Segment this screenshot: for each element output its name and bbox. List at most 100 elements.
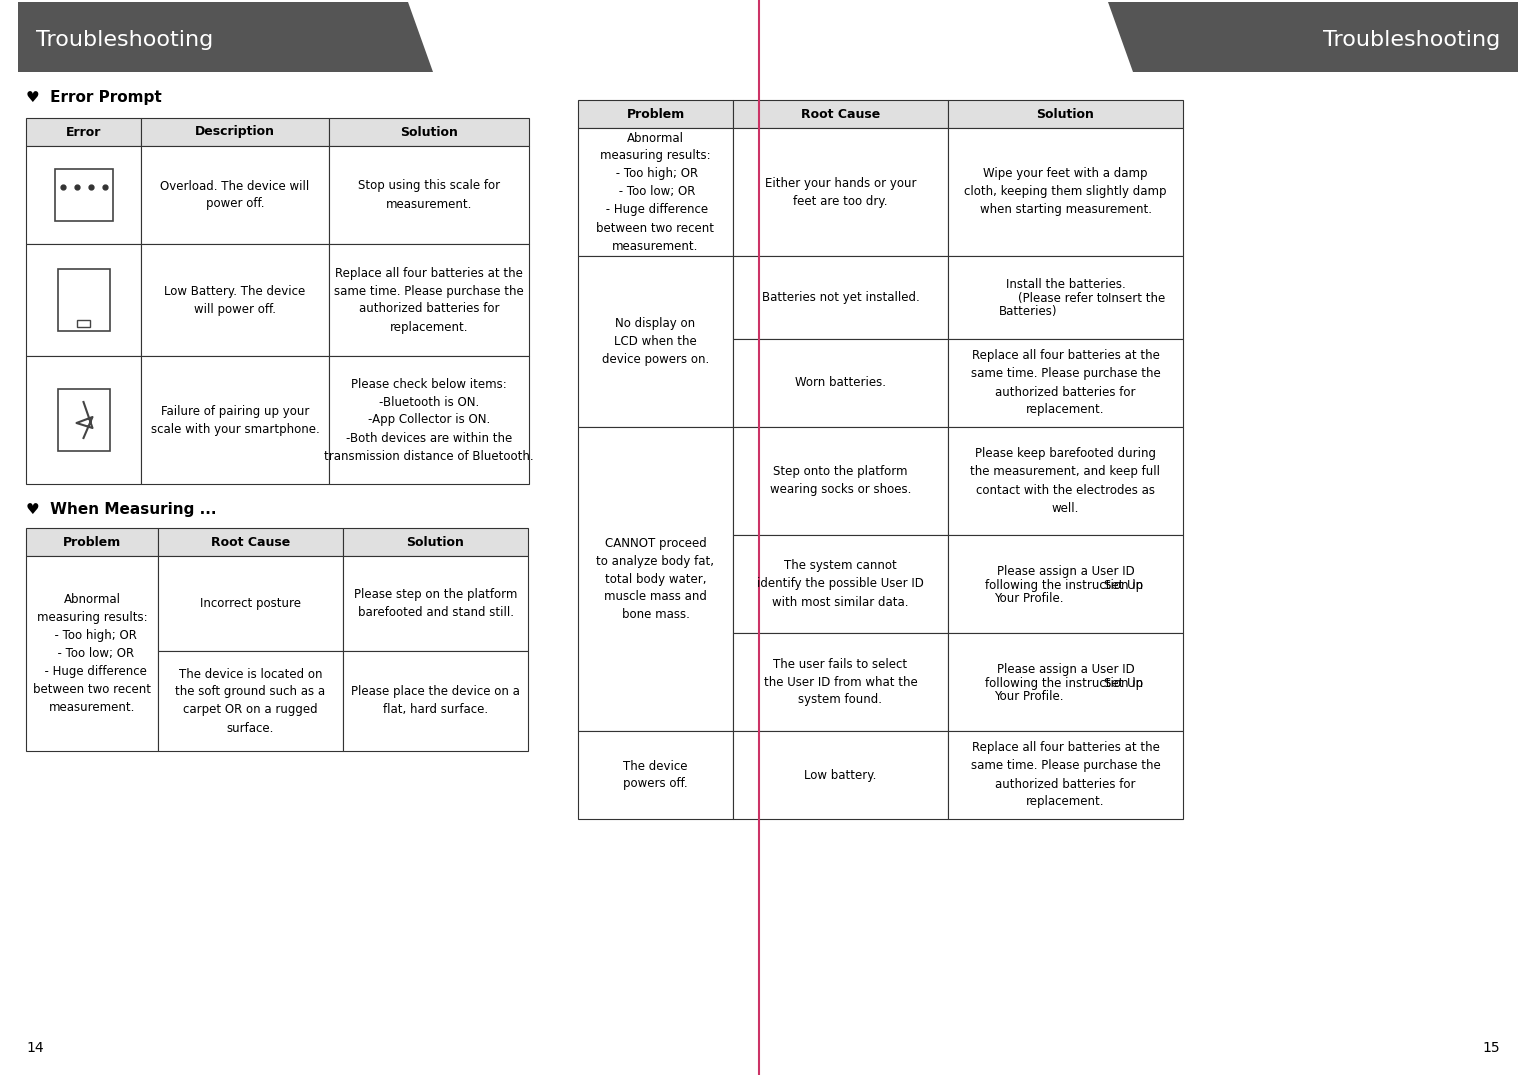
Text: The device
powers off.: The device powers off. — [624, 760, 688, 790]
Text: Please step on the platform
barefooted and stand still.: Please step on the platform barefooted a… — [354, 588, 518, 619]
Text: Solution: Solution — [1037, 108, 1094, 120]
Text: Solution: Solution — [401, 126, 458, 139]
Bar — [343, 556, 528, 651]
Bar — [733, 256, 949, 339]
Bar — [158, 651, 343, 751]
Text: Your Profile.: Your Profile. — [994, 592, 1063, 605]
Text: Failure of pairing up your
scale with your smartphone.: Failure of pairing up your scale with yo… — [150, 404, 319, 435]
Bar — [141, 356, 329, 484]
Bar — [733, 731, 949, 819]
Text: Problem: Problem — [62, 535, 121, 548]
Text: Root Cause: Root Cause — [211, 535, 290, 548]
Bar — [949, 427, 1183, 535]
Bar — [26, 146, 141, 244]
Text: Please assign a User ID: Please assign a User ID — [997, 564, 1134, 577]
Bar — [26, 556, 158, 751]
Text: Troubleshooting: Troubleshooting — [1322, 30, 1500, 51]
Bar — [26, 244, 141, 356]
Text: Replace all four batteries at the
same time. Please purchase the
authorized batt: Replace all four batteries at the same t… — [970, 742, 1160, 808]
Text: Wipe your feet with a damp
cloth, keeping them slightly damp
when starting measu: Wipe your feet with a damp cloth, keepin… — [964, 168, 1167, 216]
Bar — [949, 339, 1183, 427]
Text: Step onto the platform
wearing socks or shoes.: Step onto the platform wearing socks or … — [770, 465, 911, 497]
Text: Low battery.: Low battery. — [805, 769, 877, 782]
Bar — [578, 256, 733, 427]
Text: Please assign a User ID: Please assign a User ID — [997, 662, 1134, 675]
Bar — [733, 128, 949, 256]
Bar — [578, 427, 733, 731]
Bar — [329, 356, 528, 484]
Text: Overload. The device will
power off.: Overload. The device will power off. — [161, 180, 310, 211]
Bar — [141, 146, 329, 244]
Polygon shape — [1108, 2, 1518, 72]
Bar — [733, 100, 949, 128]
Bar — [733, 535, 949, 633]
Text: Either your hands or your
feet are too dry.: Either your hands or your feet are too d… — [765, 176, 917, 207]
Bar — [578, 128, 733, 256]
Text: Stop using this scale for
measurement.: Stop using this scale for measurement. — [358, 180, 499, 211]
Text: Insert the: Insert the — [1108, 292, 1164, 305]
Bar — [578, 100, 733, 128]
Text: Replace all four batteries at the
same time. Please purchase the
authorized batt: Replace all four batteries at the same t… — [970, 349, 1160, 416]
Bar — [733, 427, 949, 535]
Bar — [329, 118, 528, 146]
Bar — [55, 169, 112, 221]
Text: Description: Description — [194, 126, 275, 139]
Text: 15: 15 — [1483, 1041, 1500, 1055]
Bar — [158, 556, 343, 651]
Text: Root Cause: Root Cause — [802, 108, 880, 120]
Bar — [58, 389, 109, 452]
Text: 14: 14 — [26, 1041, 44, 1055]
Text: The device is located on
the soft ground such as a
carpet OR on a rugged
surface: The device is located on the soft ground… — [176, 668, 325, 734]
Text: ♥  Error Prompt: ♥ Error Prompt — [26, 90, 162, 105]
Text: No display on
LCD when the
device powers on.: No display on LCD when the device powers… — [601, 317, 709, 366]
Bar — [949, 535, 1183, 633]
Bar — [26, 118, 141, 146]
Text: Solution: Solution — [407, 535, 465, 548]
Text: Please keep barefooted during
the measurement, and keep full
contact with the el: Please keep barefooted during the measur… — [970, 447, 1160, 515]
Bar — [329, 146, 528, 244]
Text: Please place the device on a
flat, hard surface.: Please place the device on a flat, hard … — [351, 686, 521, 717]
Bar — [26, 528, 158, 556]
Bar — [158, 528, 343, 556]
Bar — [343, 528, 528, 556]
Text: Batteries not yet installed.: Batteries not yet installed. — [762, 291, 920, 304]
Text: following the instruction in: following the instruction in — [985, 578, 1146, 591]
Text: Worn batteries.: Worn batteries. — [795, 376, 887, 389]
Bar — [949, 256, 1183, 339]
Text: Troubleshooting: Troubleshooting — [36, 30, 213, 51]
Bar — [949, 731, 1183, 819]
Bar — [26, 356, 141, 484]
Text: Replace all four batteries at the
same time. Please purchase the
authorized batt: Replace all four batteries at the same t… — [334, 267, 524, 333]
Text: The system cannot
identify the possible User ID
with most similar data.: The system cannot identify the possible … — [757, 559, 924, 608]
Text: Low Battery. The device
will power off.: Low Battery. The device will power off. — [164, 285, 305, 315]
Text: Set Up: Set Up — [1104, 676, 1143, 689]
Bar — [733, 339, 949, 427]
Bar — [733, 633, 949, 731]
Bar — [578, 731, 733, 819]
Bar — [329, 244, 528, 356]
Text: following the instruction in: following the instruction in — [985, 676, 1146, 689]
Text: Please check below items:
-Bluetooth is ON.
-App Collector is ON.
-Both devices : Please check below items: -Bluetooth is … — [325, 377, 534, 462]
Bar — [343, 651, 528, 751]
Bar — [949, 633, 1183, 731]
Text: Set Up: Set Up — [1104, 578, 1143, 591]
Text: CANNOT proceed
to analyze body fat,
total body water,
muscle mass and
bone mass.: CANNOT proceed to analyze body fat, tota… — [597, 536, 715, 621]
Bar — [949, 128, 1183, 256]
Text: (Please refer to: (Please refer to — [1019, 292, 1113, 305]
Bar — [77, 320, 90, 327]
Bar — [141, 244, 329, 356]
Text: Batteries): Batteries) — [999, 305, 1058, 318]
Text: ♥  When Measuring ...: ♥ When Measuring ... — [26, 502, 217, 517]
Text: Install the batteries.: Install the batteries. — [1005, 278, 1125, 291]
Bar — [949, 100, 1183, 128]
Bar — [141, 118, 329, 146]
Text: Abnormal
measuring results:
 - Too high; OR
 - Too low; OR
 - Huge difference
be: Abnormal measuring results: - Too high; … — [597, 131, 715, 253]
Polygon shape — [18, 2, 433, 72]
Text: Error: Error — [65, 126, 102, 139]
Text: Your Profile.: Your Profile. — [994, 690, 1063, 703]
Text: The user fails to select
the User ID from what the
system found.: The user fails to select the User ID fro… — [764, 658, 917, 706]
Text: Problem: Problem — [627, 108, 685, 120]
Text: Abnormal
measuring results:
  - Too high; OR
  - Too low; OR
  - Huge difference: Abnormal measuring results: - Too high; … — [33, 593, 150, 714]
Text: Incorrect posture: Incorrect posture — [200, 597, 301, 610]
Bar — [58, 269, 109, 331]
